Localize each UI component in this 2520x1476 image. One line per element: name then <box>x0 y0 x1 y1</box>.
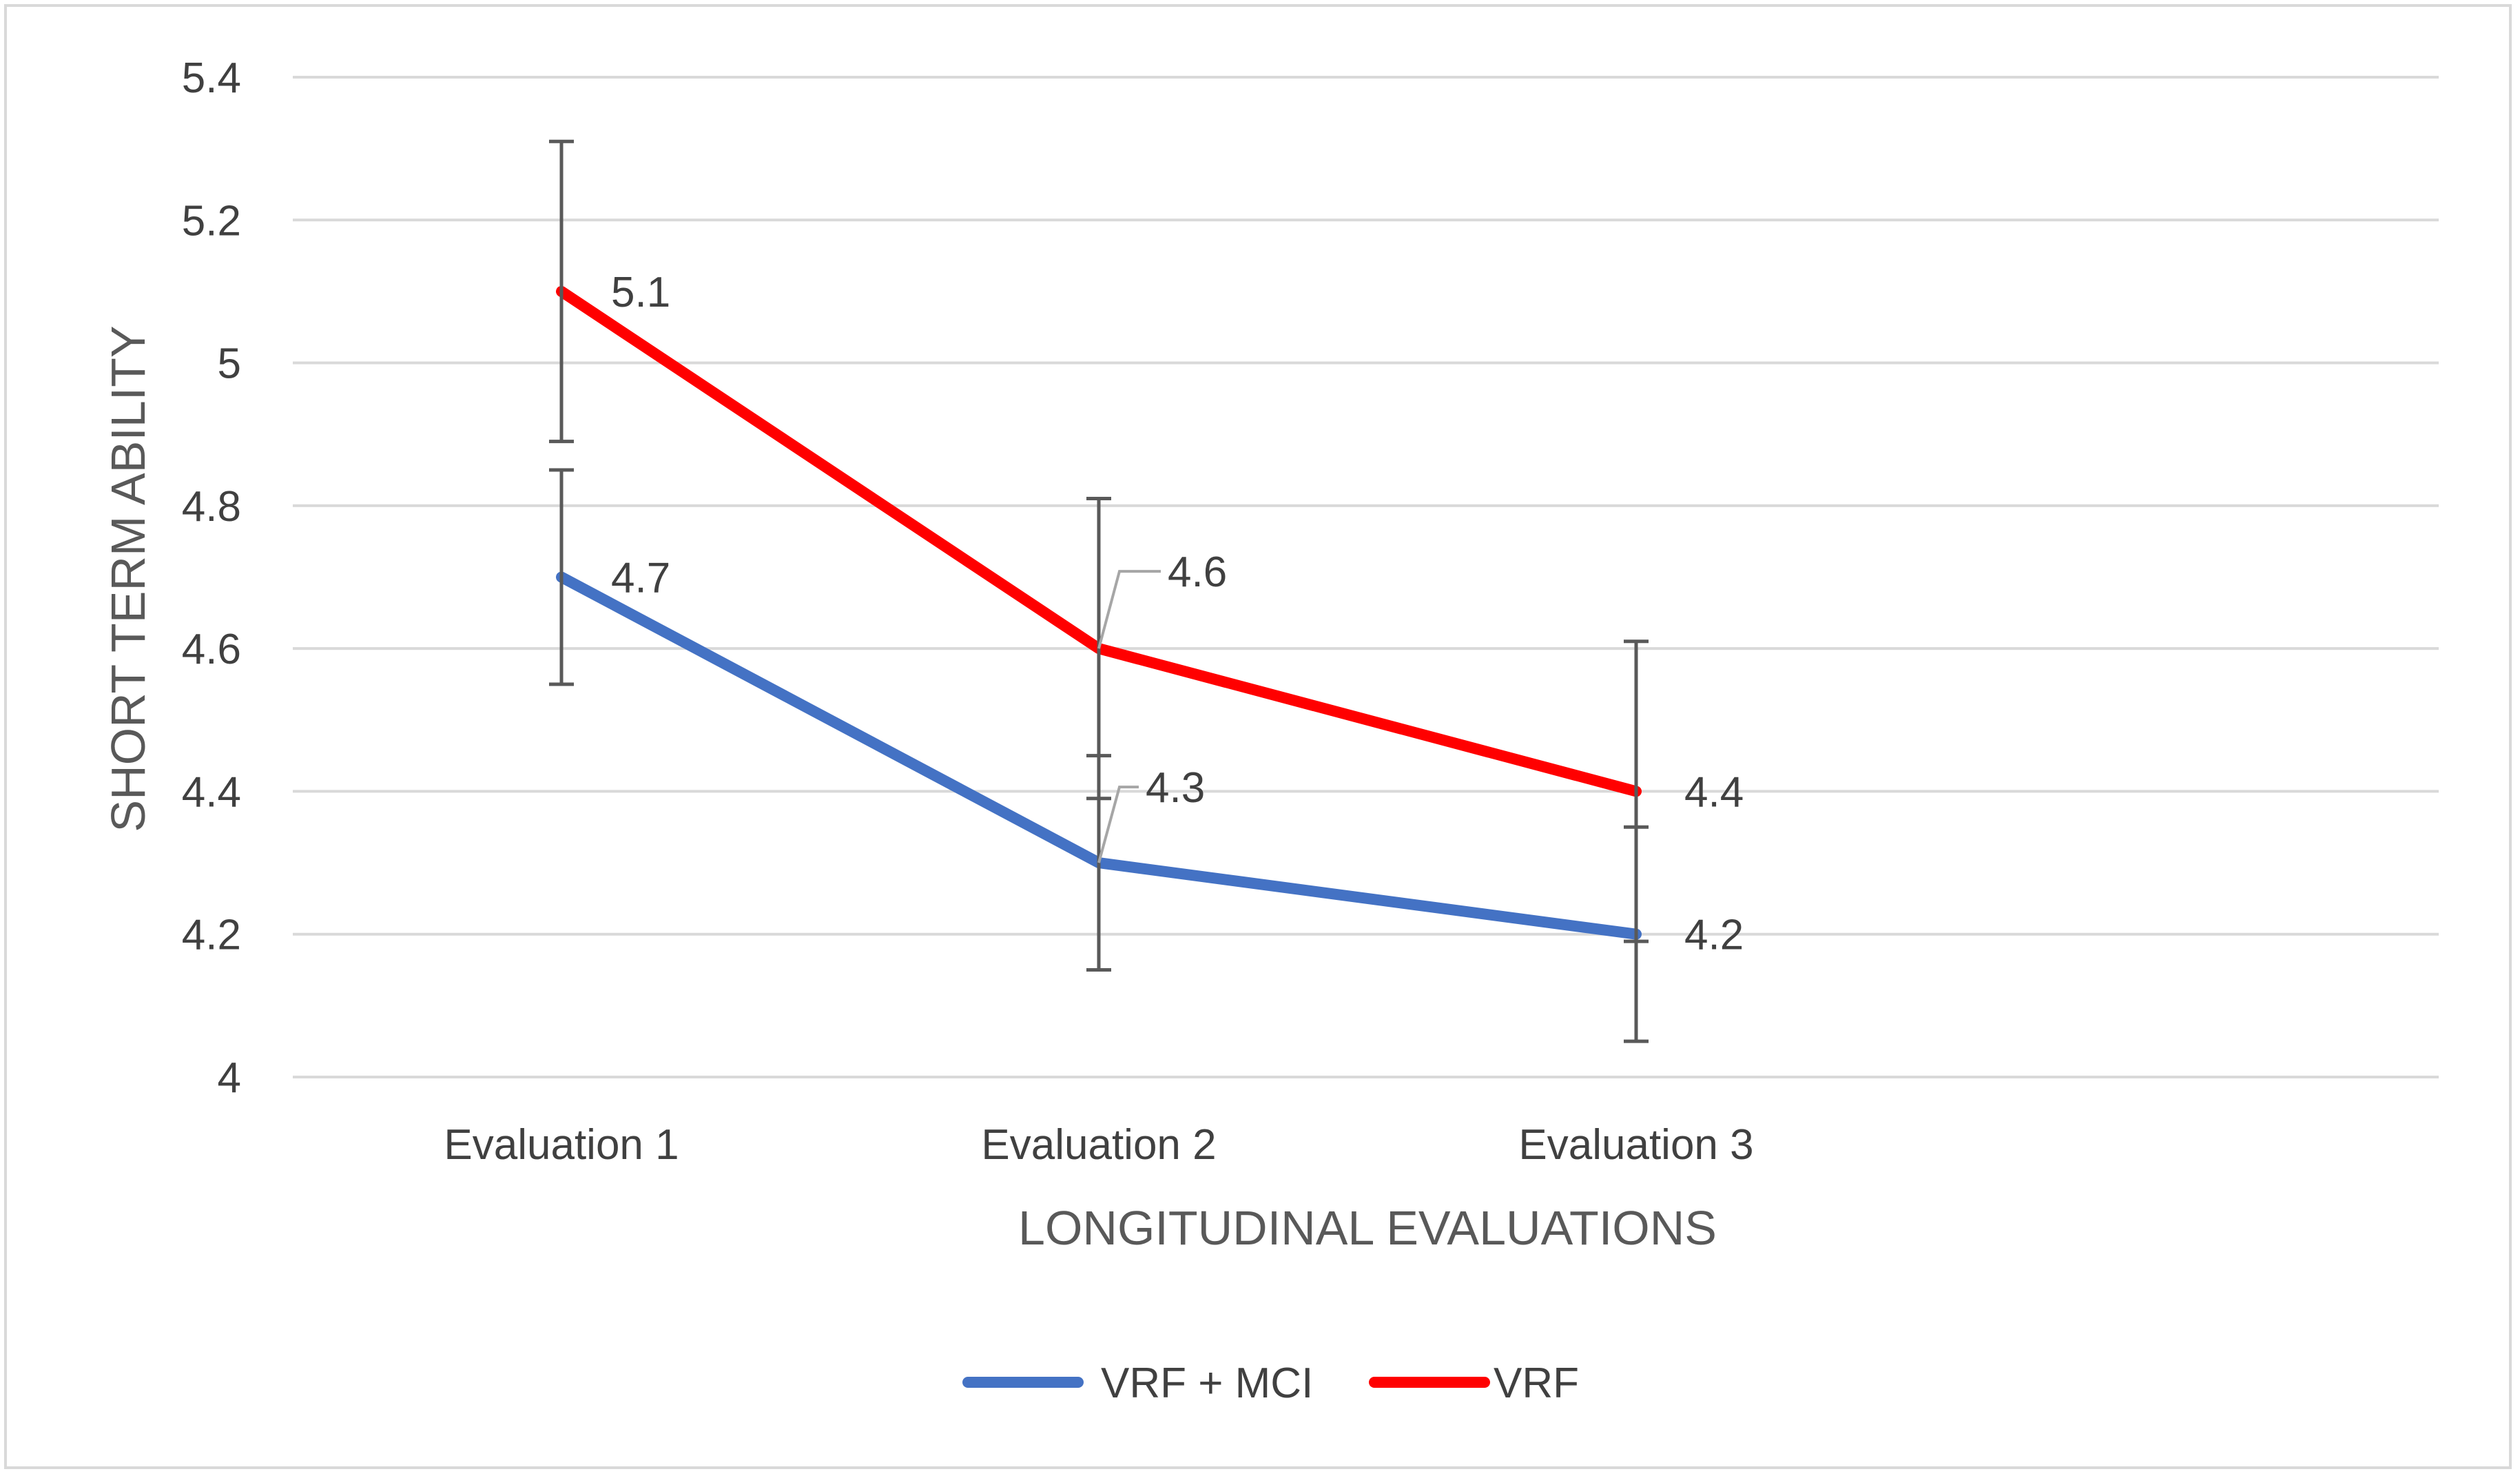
y-tick-label: 4.2 <box>182 912 241 959</box>
data-labels: 4.7 4.3 4.2 5.1 4.6 4.4 <box>611 269 1744 959</box>
x-tick-label: Evaluation 2 <box>981 1121 1216 1169</box>
x-axis-title: LONGITUDINAL EVALUATIONS <box>1018 1201 1717 1255</box>
y-tick-label: 5.2 <box>182 197 241 245</box>
legend-label-vrf-mci: VRF + MCI <box>1101 1360 1313 1407</box>
y-tick-label: 4 <box>218 1054 241 1102</box>
data-label: 4.4 <box>1684 768 1744 816</box>
y-tick-label: 4.6 <box>182 626 241 673</box>
x-tick-label: Evaluation 3 <box>1518 1121 1753 1169</box>
y-tick-label: 4.4 <box>182 768 241 816</box>
chart-frame <box>4 4 2512 1469</box>
legend: VRF + MCI VRF <box>962 1360 1579 1407</box>
y-tick-label: 5 <box>218 340 241 388</box>
data-label: 4.6 <box>1168 549 1227 596</box>
data-label: 5.1 <box>611 269 670 316</box>
y-tick-label: 4.8 <box>182 483 241 531</box>
x-axis-ticks: Evaluation 1 Evaluation 2 Evaluation 3 <box>444 1121 1753 1169</box>
gridlines <box>293 76 2439 1078</box>
x-tick-label: Evaluation 1 <box>444 1121 679 1169</box>
y-tick-label: 5.4 <box>182 54 241 102</box>
data-label: 4.7 <box>611 555 670 602</box>
data-label-leader <box>1097 786 1139 863</box>
error-bars <box>549 139 1649 1043</box>
legend-label-vrf: VRF <box>1494 1360 1579 1407</box>
data-label: 4.3 <box>1146 764 1205 812</box>
y-axis-ticks: 4 4.2 4.4 4.6 4.8 5 5.2 5.4 <box>182 54 241 1102</box>
y-axis-title: SHORT TERM ABILITY <box>101 325 155 832</box>
data-label: 4.2 <box>1684 912 1744 959</box>
data-label-leader <box>1097 570 1161 649</box>
